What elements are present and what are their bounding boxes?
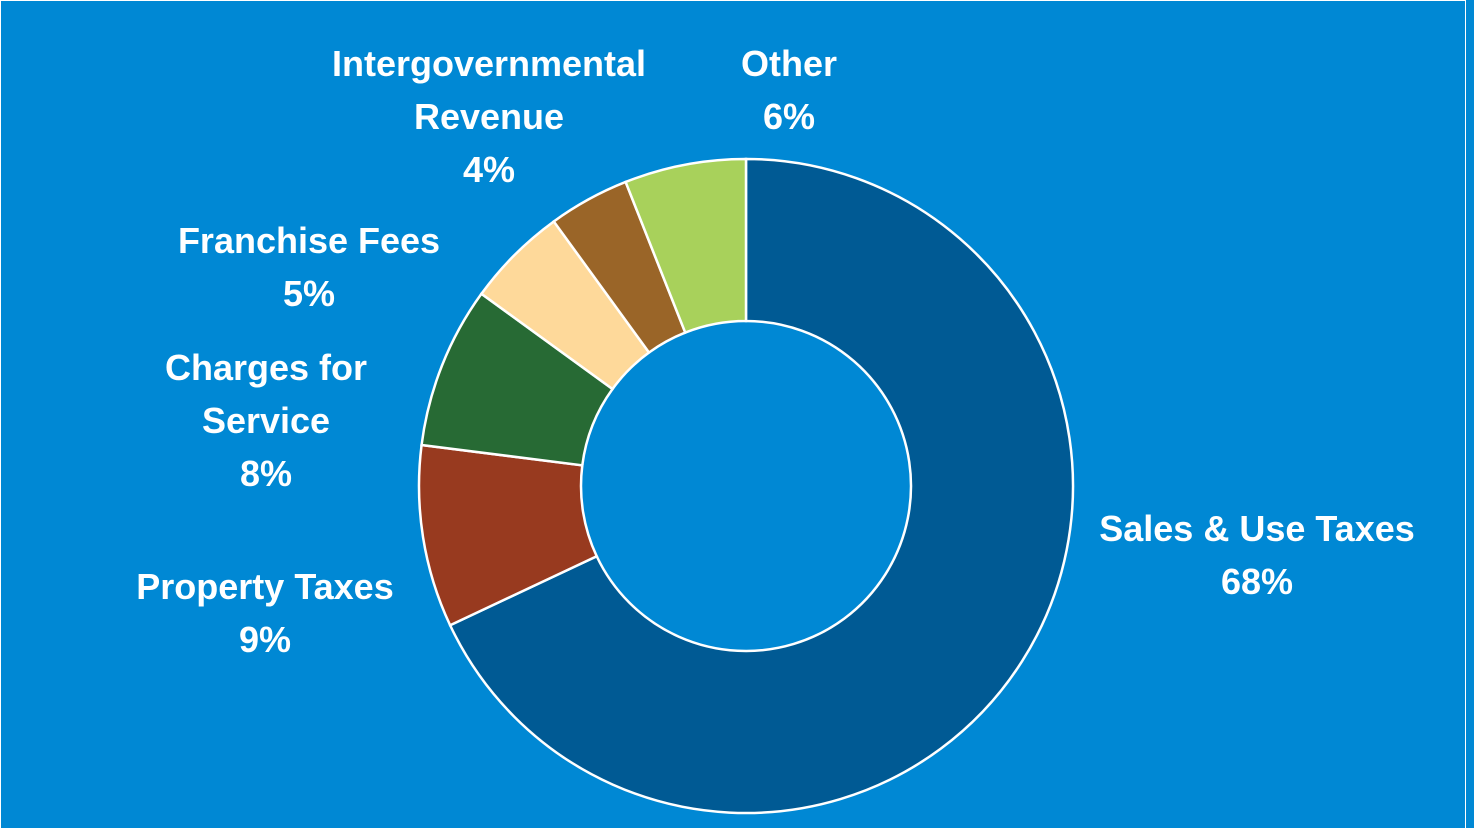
slice-sales-use-taxes — [448, 157, 1075, 815]
data-label-percent: 9% — [238, 619, 292, 660]
data-label-name: Intergovernmental — [331, 43, 647, 84]
slice-other — [624, 157, 748, 335]
data-label-name: Charges for — [164, 347, 368, 388]
data-label-percent: 68% — [1220, 561, 1294, 602]
data-label-franchise-fees: Franchise Fees 5% — [178, 214, 440, 320]
data-label-name: Sales & Use Taxes — [1099, 508, 1415, 549]
data-label-name: Revenue — [413, 96, 565, 137]
data-label-percent: 5% — [282, 273, 336, 314]
data-label-name: Franchise Fees — [177, 220, 441, 261]
data-label-intergovernmental-revenue: Intergovernmental Revenue 4% — [332, 37, 646, 196]
data-label-sales-use-taxes: Sales & Use Taxes 68% — [1099, 502, 1415, 608]
data-label-percent: 4% — [462, 149, 516, 190]
data-label-name: Service — [201, 400, 331, 441]
data-label-percent: 8% — [239, 453, 293, 494]
data-label-charges-for-service: Charges for Service 8% — [165, 341, 367, 500]
data-label-name: Property Taxes — [136, 566, 394, 607]
data-label-other: Other 6% — [741, 37, 837, 143]
data-label-name: Other — [740, 43, 838, 84]
data-label-percent: 6% — [762, 96, 816, 137]
data-label-property-taxes: Property Taxes 9% — [136, 560, 393, 666]
